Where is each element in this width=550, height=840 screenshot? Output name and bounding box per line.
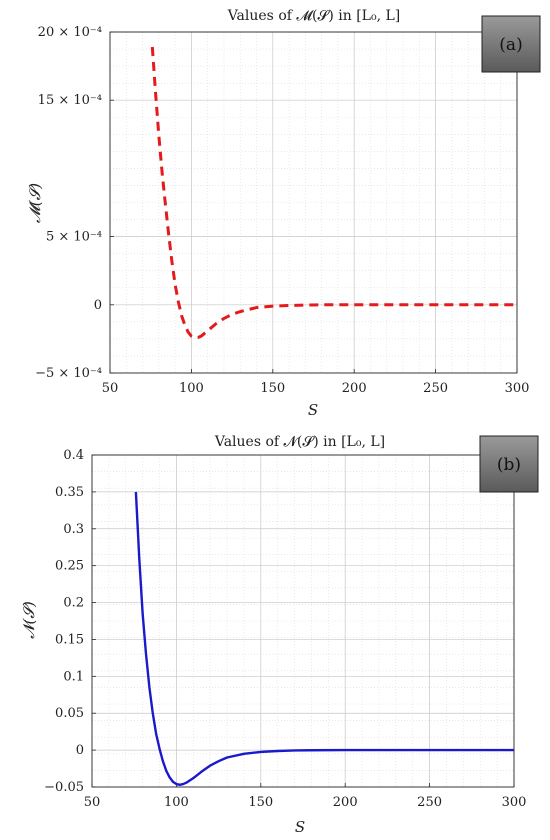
x-tick-label: 100 [164,795,189,810]
x-tick-label: 50 [84,795,101,810]
panel-label-a: (a) [499,35,522,55]
x-tick-label: 250 [417,795,442,810]
grid-b [91,454,515,788]
panel-label-b: (b) [497,455,521,475]
x-tick-label: 300 [502,795,527,810]
x-tick-label: 150 [260,381,285,396]
y-tick-label: 0.15 [55,632,84,647]
chart-title-b: Values of 𝓝(𝓢) in [L₀, L] [214,434,385,450]
x-tick-label: 200 [333,795,358,810]
ticks-a: 50 100 150 200 250 300 −5 × 10⁻⁴ 0 5 × 10⁻⁴ 15 × … [35,25,529,396]
chart-panel-a: Values of 𝓜(𝓢) in [L₀, L] 50 100 150 200 250… [26,8,541,419]
x-axis-label-a: S [308,401,318,419]
x-tick-label: 300 [505,381,530,396]
x-tick-label: 150 [248,795,273,810]
ticks-b: 50 100 150 200 250 300 −0.05 0 0.05 0.1 0.15 0.2 0.2… [44,448,526,810]
y-tick-label: −5 × 10⁻⁴ [35,366,102,381]
series-line-a [150,46,517,340]
x-axis-label-b: S [295,818,305,836]
x-tick-label: 50 [102,381,119,396]
y-tick-label: 0.35 [55,485,84,500]
y-tick-label: 0.3 [63,522,84,537]
chart-panel-b: Values of 𝓝(𝓢) in [L₀, L] 50 100 150 200 250… [20,434,539,836]
y-tick-label: 15 × 10⁻⁴ [38,93,102,108]
y-axis-label-a: 𝓜(𝓢) [26,183,44,223]
x-tick-label: 200 [342,381,367,396]
y-tick-label: 0 [94,298,102,313]
y-tick-label: 0.05 [55,706,84,721]
y-tick-label: 0 [76,743,84,758]
x-tick-label: 250 [423,381,448,396]
plot-frame-a [109,31,518,374]
y-tick-label: 20 × 10⁻⁴ [38,25,102,40]
plot-frame-b [91,454,515,788]
chart-title-a: Values of 𝓜(𝓢) in [L₀, L] [227,8,401,24]
series-line-b [134,491,514,786]
panel-badge-b: (b) [479,435,539,493]
panel-badge-a: (a) [481,15,541,73]
y-tick-label: 0.2 [63,596,84,611]
x-tick-label: 100 [179,381,204,396]
y-tick-label: 0.25 [55,559,84,574]
y-tick-label: 5 × 10⁻⁴ [46,230,102,245]
y-tick-label: −0.05 [44,780,84,795]
y-tick-label: 0.4 [63,448,84,463]
y-axis-label-b: 𝓝(𝓢) [20,601,38,639]
y-tick-label: 0.1 [63,669,84,684]
